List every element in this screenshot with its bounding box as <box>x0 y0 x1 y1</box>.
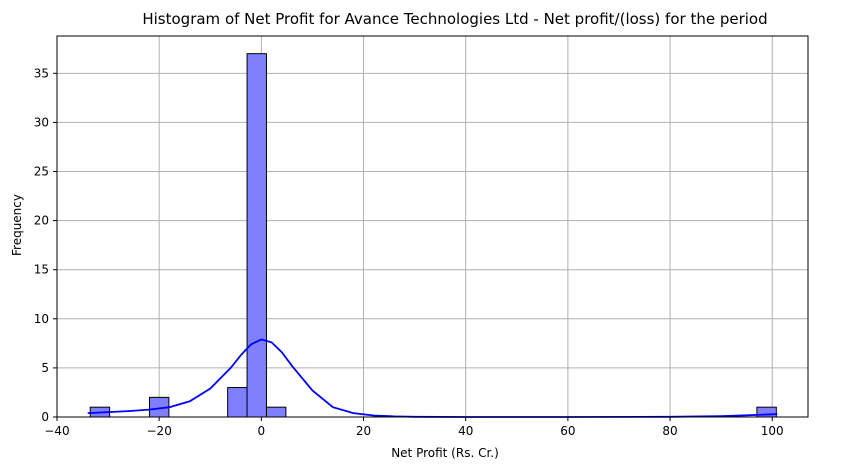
y-tick-label-6: 30 <box>34 115 49 129</box>
x-tick-label-0: −40 <box>44 424 69 438</box>
y-tick-label-3: 15 <box>34 263 49 277</box>
histogram-bar-2 <box>227 387 248 418</box>
y-tick-label-5: 25 <box>34 165 49 179</box>
y-axis-label: Frequency <box>10 194 24 256</box>
plot-frame <box>56 35 809 418</box>
chart-title: Histogram of Net Profit for Avance Techn… <box>142 10 767 28</box>
grid-lines <box>56 36 808 418</box>
y-tick-label-2: 10 <box>34 312 49 326</box>
histogram-bar-3 <box>246 53 267 418</box>
y-tick-label-1: 5 <box>41 361 49 375</box>
x-tick-label-7: 100 <box>761 424 784 438</box>
x-tick-label-4: 40 <box>458 424 473 438</box>
x-tick-label-6: 80 <box>662 424 677 438</box>
y-tick-label-0: 0 <box>41 410 49 424</box>
y-axis-ticks: 0 5 10 15 20 25 30 35 <box>34 66 57 424</box>
histogram-bar-4 <box>265 406 287 418</box>
histogram-bars <box>89 53 777 418</box>
x-tick-label-1: −20 <box>147 424 172 438</box>
x-tick-label-3: 20 <box>356 424 371 438</box>
x-axis-ticks: −40 −20 0 20 40 60 80 100 <box>44 417 784 438</box>
x-axis-label: Net Profit (Rs. Cr.) <box>391 446 499 460</box>
y-tick-label-4: 20 <box>34 214 49 228</box>
x-tick-label-5: 60 <box>560 424 575 438</box>
kde-curve <box>87 338 778 418</box>
y-tick-label-7: 35 <box>34 66 49 80</box>
x-tick-label-2: 0 <box>258 424 266 438</box>
